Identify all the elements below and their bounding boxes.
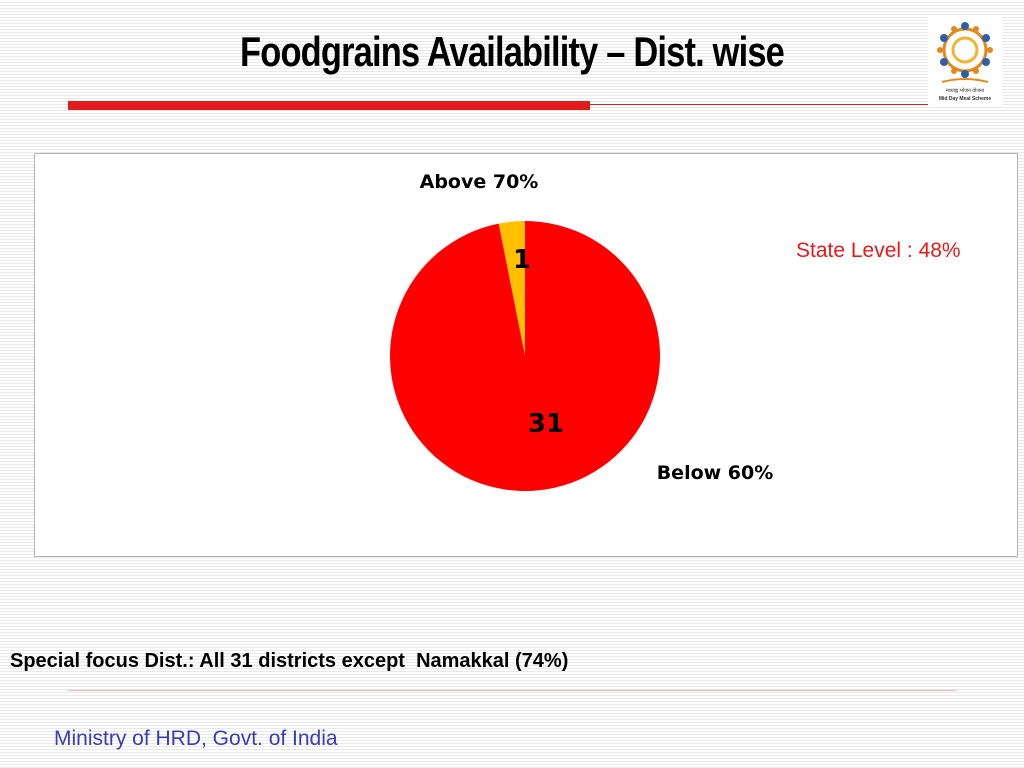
pie-slice-above-70	[498, 221, 525, 356]
slide-title: Foodgrains Availability – Dist. wise	[240, 28, 785, 75]
data-label-below-60: 31	[528, 409, 564, 439]
slice-label-above-70: Above 70%	[420, 171, 539, 193]
pie-chart: Above 70% Below 60% 1 31	[390, 171, 774, 491]
logo-caption-hindi: मध्याह्न भोजन योजना	[945, 88, 985, 94]
state-level-label: State Level : 48%	[796, 239, 961, 262]
title-underline-rule	[590, 104, 928, 105]
chart-panel: Above 70% Below 60% 1 31	[34, 153, 1018, 557]
pie-slice-below-60	[390, 221, 660, 491]
slice-label-below-60: Below 60%	[657, 462, 774, 484]
footer-divider	[68, 690, 956, 691]
logo-emblem-icon	[937, 22, 993, 83]
mid-day-meal-logo-icon: मध्याह्न भोजन योजना Mid Day Meal Scheme	[928, 16, 1002, 106]
data-label-above-70: 1	[513, 245, 531, 275]
logo-caption-english: Mid Day Meal Scheme	[938, 96, 992, 102]
title-underline-bar	[68, 101, 590, 110]
special-focus-text: Special focus Dist.: All 31 districts ex…	[10, 650, 569, 672]
footer-ministry: Ministry of HRD, Govt. of India	[54, 727, 338, 750]
